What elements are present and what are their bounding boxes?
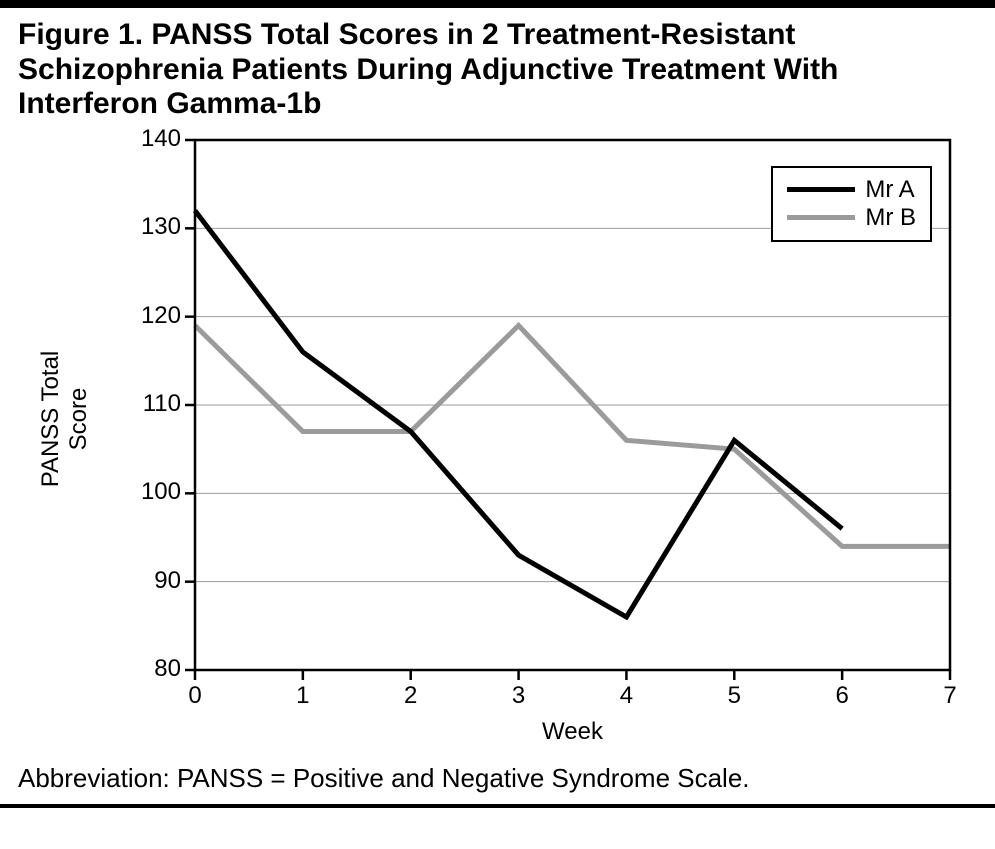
y-tick-label: 100 xyxy=(121,478,181,506)
top-rule xyxy=(0,0,995,8)
legend-item: Mr B xyxy=(787,204,916,232)
x-tick-label: 2 xyxy=(391,682,431,710)
y-axis-label: PANSS Total Score xyxy=(37,319,93,519)
y-tick-label: 120 xyxy=(121,302,181,330)
y-tick-label: 90 xyxy=(121,567,181,595)
x-tick-label: 1 xyxy=(283,682,323,710)
x-axis-label: Week xyxy=(513,718,633,746)
x-tick-label: 0 xyxy=(175,682,215,710)
y-tick-label: 110 xyxy=(121,390,181,418)
x-tick-label: 4 xyxy=(606,682,646,710)
caption-text: Abbreviation: PANSS = Positive and Negat… xyxy=(18,763,750,793)
chart-legend: Mr AMr B xyxy=(771,166,932,242)
y-tick-label: 80 xyxy=(121,655,181,683)
x-tick-label: 6 xyxy=(822,682,862,710)
x-tick-label: 3 xyxy=(499,682,539,710)
figure-container: Figure 1. PANSS Total Scores in 2 Treatm… xyxy=(0,0,995,849)
figure-caption: Abbreviation: PANSS = Positive and Negat… xyxy=(0,755,995,804)
x-tick-label: 5 xyxy=(714,682,754,710)
title-line-2: Schizophrenia Patients During Adjunctive… xyxy=(18,53,838,86)
legend-swatch xyxy=(787,215,855,220)
figure-title: Figure 1. PANSS Total Scores in 2 Treatm… xyxy=(0,8,995,128)
y-tick-label: 130 xyxy=(121,213,181,241)
legend-label: Mr A xyxy=(865,176,914,204)
title-line-3: Interferon Gamma-1b xyxy=(18,87,321,120)
legend-label: Mr B xyxy=(865,204,916,232)
chart-area: PANSS Total Score Week Mr AMr B 0 1 2 3 4 5 6 7… xyxy=(15,128,980,755)
legend-swatch xyxy=(787,187,855,192)
bottom-rule xyxy=(0,804,995,808)
title-line-1: Figure 1. PANSS Total Scores in 2 Treatm… xyxy=(18,18,795,51)
x-tick-label: 7 xyxy=(930,682,970,710)
legend-item: Mr A xyxy=(787,176,916,204)
y-tick-label: 140 xyxy=(121,125,181,153)
